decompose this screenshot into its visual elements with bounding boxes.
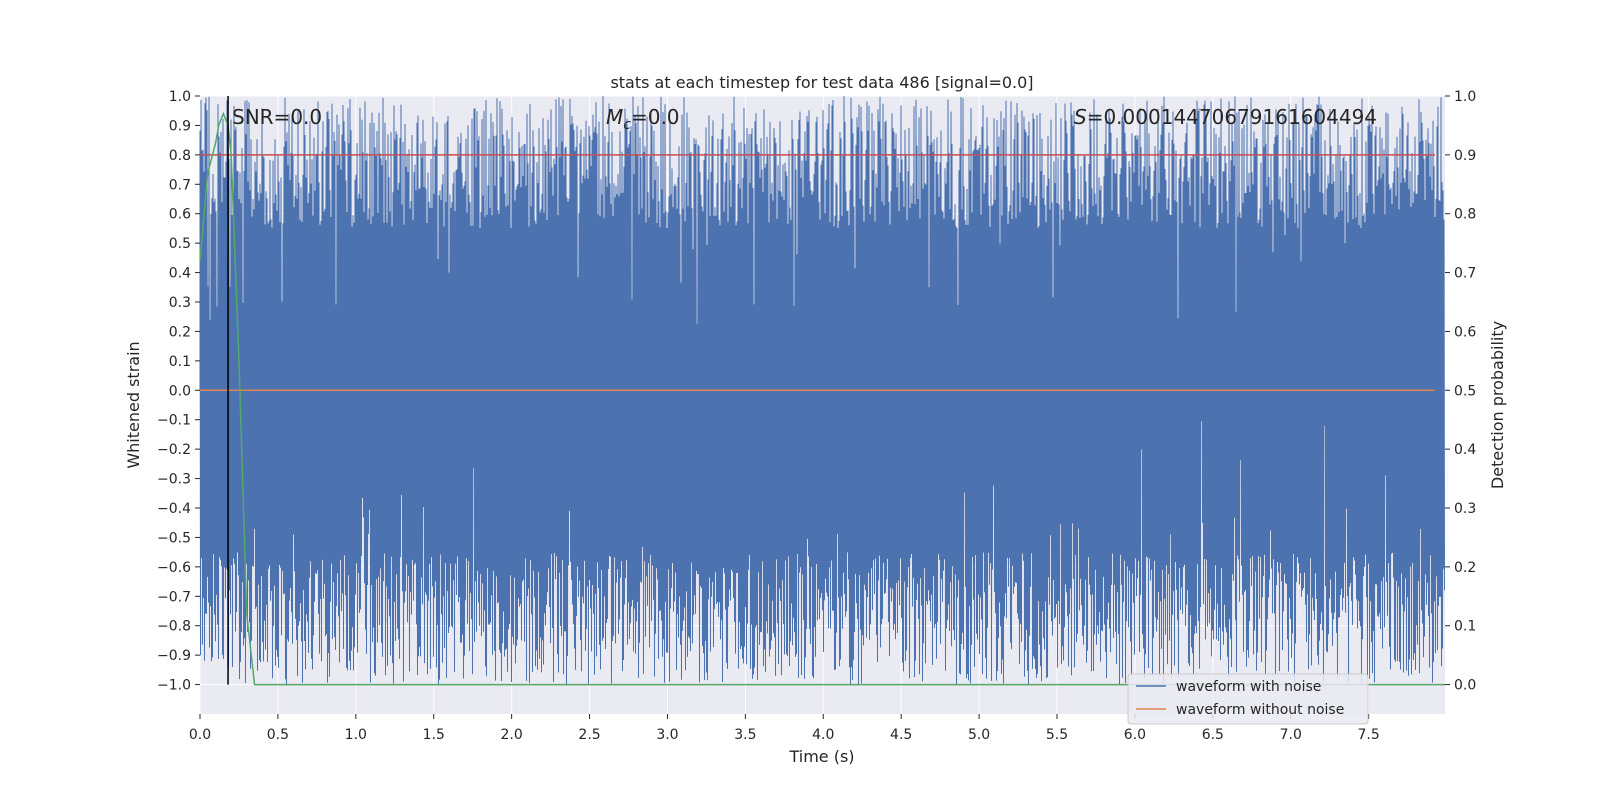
y2-tick-label: 0.0: [1454, 678, 1476, 694]
x-tick-label: 6.5: [1202, 727, 1224, 743]
s-annotation: S=0.00014470679161604494: [1074, 105, 1377, 129]
y-tick-label: −0.4: [157, 501, 191, 517]
noise-waveform-line: [199, 96, 1445, 685]
x-tick-label: 4.0: [812, 727, 834, 743]
legend: waveform with noise waveform without noi…: [1127, 673, 1369, 725]
x-tick-label: 3.5: [734, 727, 756, 743]
x-tick-label: 1.5: [423, 727, 445, 743]
legend-box: [1127, 673, 1369, 725]
mc-subscript: c: [623, 117, 631, 133]
overlay-lines: [199, 96, 1445, 686]
y-axis-label: Whitened strain: [124, 341, 143, 468]
y-tick-label: −0.5: [157, 530, 191, 546]
y2-tick-label: 0.3: [1454, 501, 1476, 517]
x-tick-label: 6.0: [1124, 727, 1146, 743]
y-axis-ticks: 1.0 0.9 0.8 0.7 0.6 0.5 0.4 0.3 0.2 0.1 0.0 −0.1 −0.…: [157, 89, 200, 694]
x-tick-label: 7.0: [1280, 727, 1302, 743]
y2-tick-label: 0.2: [1454, 560, 1476, 576]
snr-annotation: SNR=0.0: [232, 105, 322, 129]
x-tick-label: 2.0: [501, 727, 523, 743]
y2-tick-label: 0.5: [1454, 383, 1476, 399]
y2-tick-label: 0.6: [1454, 324, 1476, 340]
y-tick-label: −0.9: [157, 648, 191, 664]
y2-tick-label: 0.9: [1454, 148, 1476, 164]
mc-symbol: M: [606, 105, 623, 129]
y-tick-label: −0.6: [157, 560, 191, 576]
y-tick-label: −0.8: [157, 619, 191, 635]
y2-tick-label: 0.4: [1454, 442, 1476, 458]
s-symbol: S: [1074, 105, 1087, 129]
y-tick-label: 0.0: [169, 383, 191, 399]
waveform-with-noise-series: [199, 96, 1445, 685]
mc-value: =0.0: [631, 105, 680, 129]
x-tick-label: 1.0: [345, 727, 367, 743]
x-axis-ticks: 0.0 0.5 1.0 1.5 2.0 2.5 3.0 3.5 4.0 4.5 5.0 5.5 6.0 6…: [189, 714, 1380, 743]
detection-probability-line: [199, 111, 1445, 686]
mc-annotation: Mc=0.0: [606, 105, 680, 133]
y2-tick-label: 0.7: [1454, 266, 1476, 282]
y-tick-label: 0.1: [169, 354, 191, 370]
y-tick-label: 0.6: [169, 207, 191, 223]
chart-title: stats at each timestep for test data 486…: [610, 73, 1033, 92]
y-tick-label: 0.5: [169, 236, 191, 252]
y-tick-label: −0.7: [157, 589, 191, 605]
x-tick-label: 7.5: [1358, 727, 1380, 743]
y2-axis-ticks: 1.0 0.9 0.8 0.7 0.6 0.5 0.4 0.3 0.2 0.1 0.0: [1445, 89, 1476, 694]
x-tick-label: 0.5: [267, 727, 289, 743]
legend-label-noise: waveform with noise: [1176, 679, 1321, 695]
y-tick-label: 0.9: [169, 118, 191, 134]
y2-tick-label: 1.0: [1454, 89, 1476, 105]
y2-axis-label: Detection probability: [1488, 321, 1507, 489]
y-tick-label: −0.2: [157, 442, 191, 458]
y-tick-label: 0.2: [169, 324, 191, 340]
x-tick-label: 5.5: [1046, 727, 1068, 743]
y-tick-label: 0.8: [169, 148, 191, 164]
y-tick-label: 0.4: [169, 266, 191, 282]
snr-prefix: SNR=: [232, 105, 290, 129]
legend-label-clean: waveform without noise: [1176, 702, 1344, 718]
x-tick-label: 5.0: [968, 727, 990, 743]
x-tick-label: 4.5: [890, 727, 912, 743]
s-value: =0.00014470679161604494: [1087, 105, 1377, 129]
y-tick-label: −0.1: [157, 413, 191, 429]
y-tick-label: 0.3: [169, 295, 191, 311]
y-tick-label: 1.0: [169, 89, 191, 105]
x-tick-label: 2.5: [578, 727, 600, 743]
x-axis-label: Time (s): [788, 747, 854, 766]
x-tick-label: 0.0: [189, 727, 211, 743]
y-tick-label: −0.3: [157, 472, 191, 488]
x-tick-label: 3.0: [656, 727, 678, 743]
y-tick-label: 0.7: [169, 177, 191, 193]
snr-value: 0.0: [290, 105, 322, 129]
y2-tick-label: 0.8: [1454, 207, 1476, 223]
y-tick-label: −1.0: [157, 678, 191, 694]
y2-tick-label: 0.1: [1454, 619, 1476, 635]
